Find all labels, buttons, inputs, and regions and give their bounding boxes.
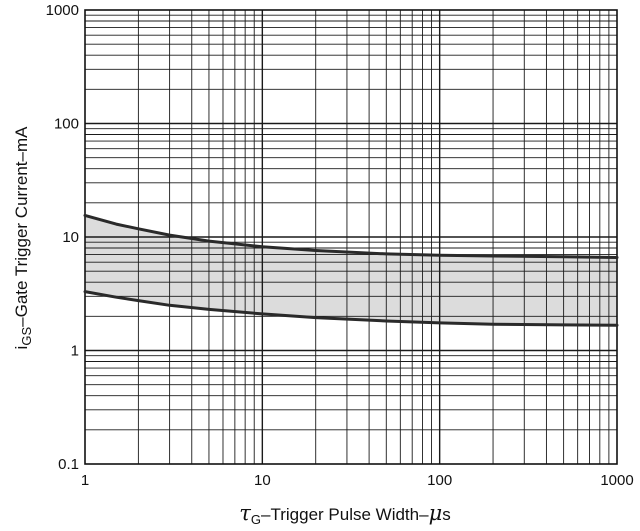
x-tick-label: 10: [254, 472, 271, 489]
y-tick-label: 0.1: [58, 456, 79, 473]
series-layer: [83, 213, 619, 327]
y-tick-label: 100: [54, 116, 79, 133]
x-axis-label: τG–Trigger Pulse Width–μs: [239, 501, 450, 527]
y-tick-label: 10: [62, 229, 79, 246]
lower-limit-curve: [83, 290, 619, 327]
y-axis-label: iGS–Gate Trigger Current–mA: [12, 126, 34, 350]
y-tick-label: 1: [71, 343, 79, 360]
y-tick-labels: 0.1 1 10 100 1000: [46, 2, 79, 473]
x-tick-label: 100: [427, 472, 452, 489]
x-tick-labels: 1 10 100 1000: [81, 472, 634, 489]
x-tick-label: 1: [81, 472, 89, 489]
grid: [85, 10, 617, 464]
plot-frame: [84, 9, 618, 465]
y-tick-label: 1000: [46, 2, 79, 19]
upper-limit-curve: [83, 213, 619, 259]
x-tick-label: 1000: [600, 472, 633, 489]
